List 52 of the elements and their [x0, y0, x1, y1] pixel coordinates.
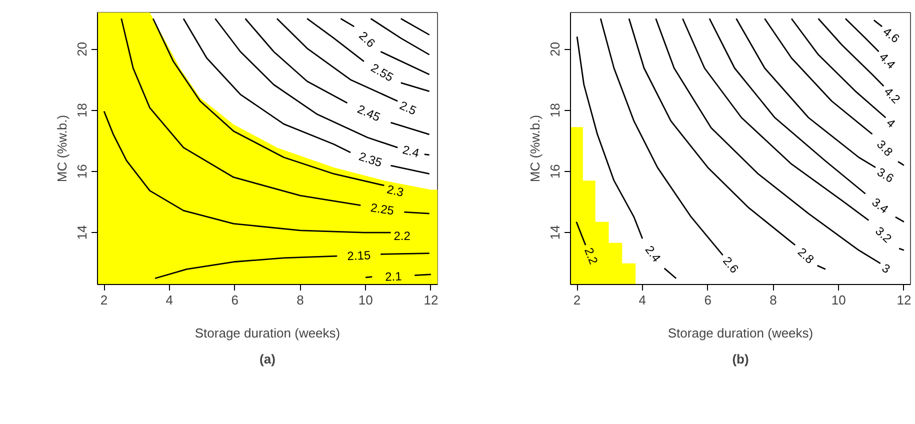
x-tick-label: 6 [704, 292, 712, 308]
text: 3.2 [872, 224, 895, 246]
text: 3.4 [869, 195, 892, 217]
x-axis-title: Storage duration (weeks) [194, 326, 340, 340]
text: 4.6 [880, 24, 902, 46]
text: 3.8 [874, 137, 896, 160]
y-tick-label: 18 [548, 103, 562, 118]
text: (a) [260, 352, 276, 366]
text: 2.45 [355, 102, 383, 124]
x-tick-label: 2 [573, 292, 581, 308]
text: 2.4 [401, 142, 422, 160]
text: 2.8 [794, 244, 817, 267]
x-tick-label: 10 [831, 292, 846, 308]
y-tick-label: 18 [74, 103, 90, 118]
text: 2.5 [398, 98, 419, 118]
x-tick-label: 12 [896, 292, 912, 308]
text: 2.4 [642, 242, 664, 265]
y-tick-label: 16 [74, 164, 90, 179]
text: 2.35 [357, 149, 384, 170]
text: 4.2 [881, 84, 904, 107]
y-tick-label: 20 [74, 42, 90, 56]
text: 3.6 [874, 164, 896, 186]
text: 2.55 [368, 60, 396, 85]
y-axis-title: MC (%w.b.) [528, 114, 542, 182]
series-label: 2.1 [384, 269, 402, 284]
y-axis-title: MC (%w.b.) [54, 114, 70, 182]
x-tick-label: 4 [166, 292, 174, 308]
text: 2.25 [370, 200, 396, 218]
series-label: 2.15 [346, 248, 372, 264]
x-tick-label: 8 [770, 292, 777, 308]
series-label: 2.2 [394, 229, 411, 244]
text: (b) [732, 352, 749, 366]
text: 2.6 [720, 254, 742, 276]
text: 2.6 [356, 28, 378, 50]
y-tick-label: 14 [548, 225, 562, 240]
x-tick-label: 8 [296, 292, 304, 308]
text: 3 [880, 260, 893, 276]
y-tick-label: 20 [548, 42, 562, 56]
line-series [276, 18, 398, 102]
text: 4.4 [876, 50, 898, 72]
text: 2.3 [386, 182, 406, 200]
x-axis-title: Storage duration (weeks) [668, 326, 814, 340]
text: 4 [884, 116, 898, 131]
x-tick-label: 2 [100, 292, 108, 308]
line-series [736, 18, 876, 168]
x-tick-label: 4 [638, 292, 646, 308]
y-tick-label: 16 [548, 164, 562, 179]
text: 2.2 [582, 246, 601, 267]
x-tick-label: 12 [424, 292, 438, 308]
x-tick-label: 6 [231, 292, 238, 308]
x-tick-label: 10 [358, 292, 373, 308]
y-tick-label: 14 [74, 225, 90, 240]
